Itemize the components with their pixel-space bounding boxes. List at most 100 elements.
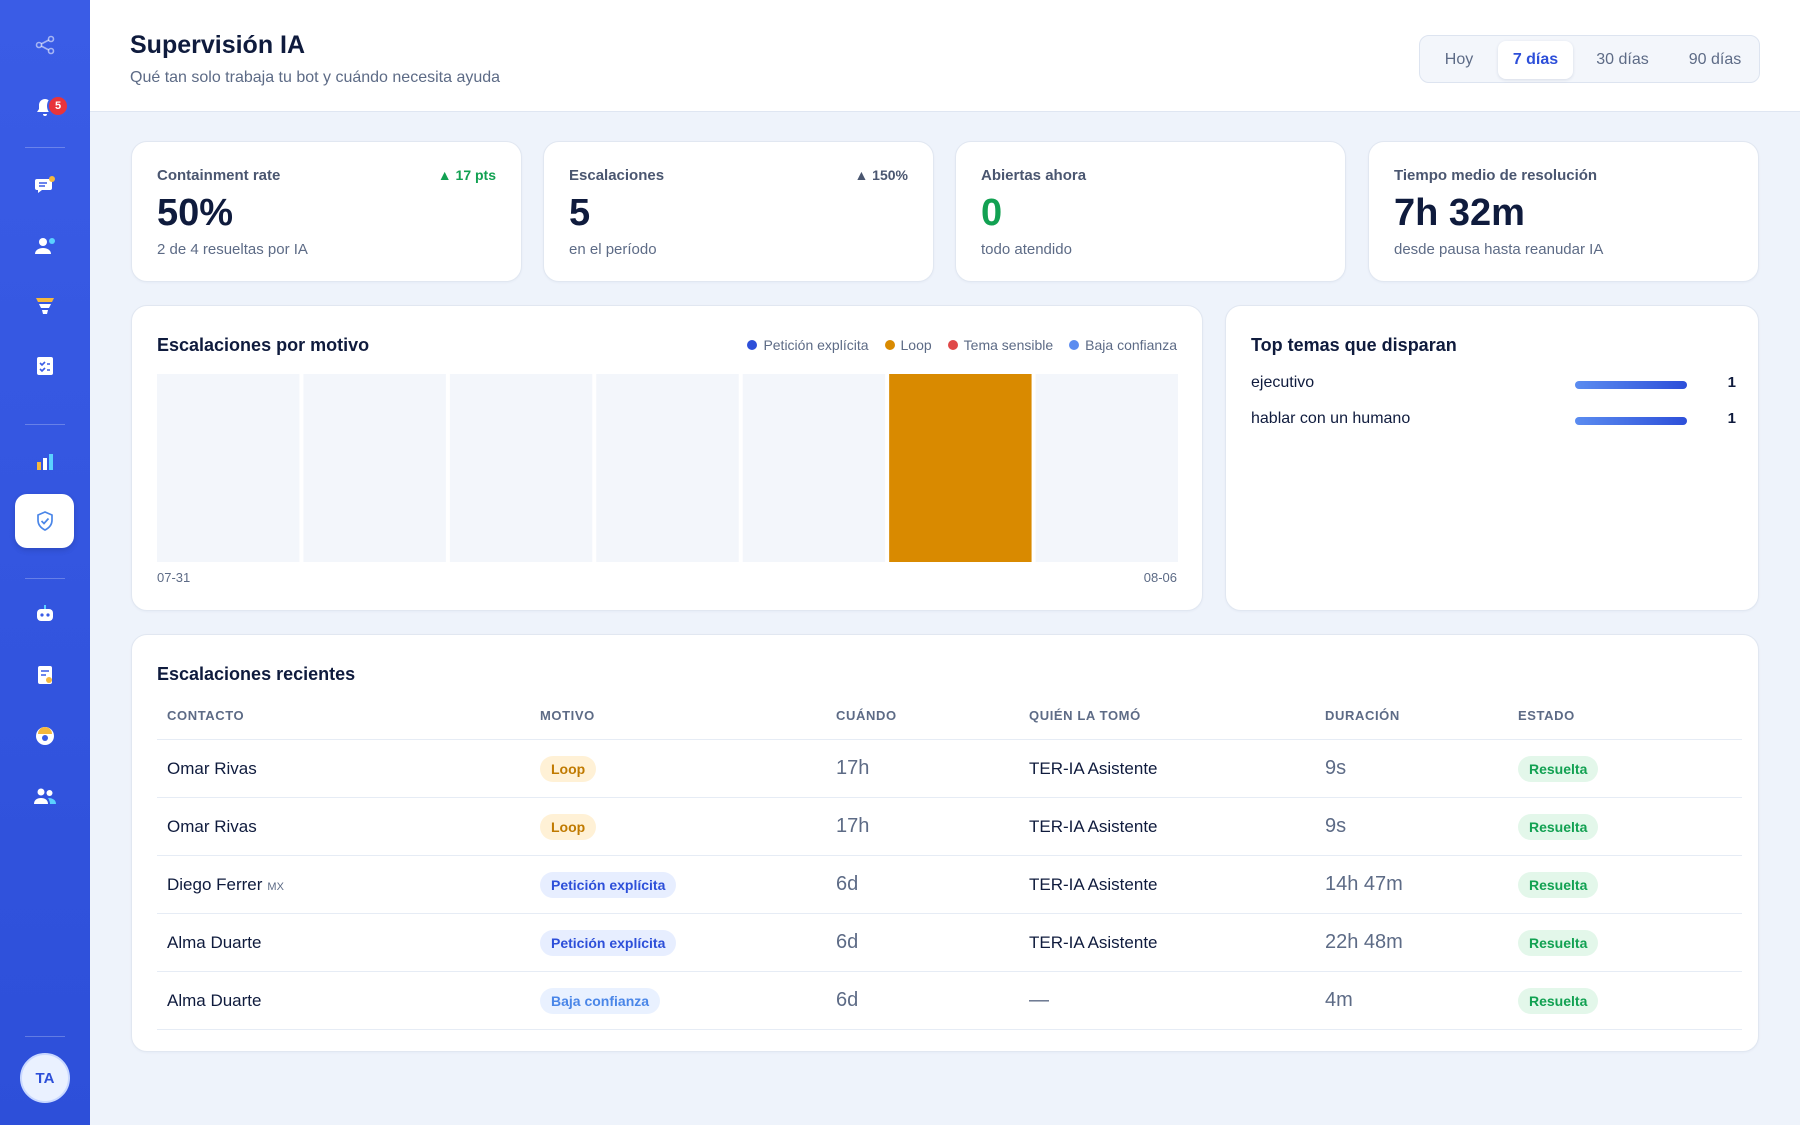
escalations-by-reason-card: Escalaciones por motivo Petición explíci…: [131, 305, 1203, 611]
column-header-estado[interactable]: ESTADO: [1518, 708, 1575, 723]
sidebar-item-tasks[interactable]: [15, 339, 74, 393]
page-header: Supervisión IA Qué tan solo trabaja tu b…: [90, 0, 1800, 112]
table-row[interactable]: Alma Duarte Baja confianza 6d — 4m Resue…: [157, 972, 1742, 1030]
table-title: Escalaciones recientes: [157, 664, 356, 684]
column-header-quien[interactable]: QUIÉN LA TOMÓ: [1029, 708, 1141, 723]
column-header-cuando[interactable]: CUÁNDO: [836, 708, 897, 723]
status-badge: Resuelta: [1518, 929, 1599, 956]
sidebar-item-chats[interactable]: [15, 159, 74, 213]
bar-chart-icon: [36, 454, 53, 470]
bar-background-08-06: [1035, 374, 1178, 562]
topic-count: 1: [1727, 410, 1736, 427]
kpi-subtext: todo atendido: [981, 241, 1072, 258]
status-cell: Resuelta: [1518, 856, 1599, 913]
kpi-card-escalations: Escalaciones ▲ 150% 5 en el período: [543, 141, 934, 282]
shield-check-icon: [36, 511, 53, 531]
legend-label: Tema sensible: [963, 337, 1054, 353]
legend-item-baja-confianza: Baja confianza: [1069, 337, 1177, 353]
bar-08-05-loop[interactable]: [889, 374, 1032, 562]
table-row[interactable]: Alma Duarte Petición explícita 6d TER-IA…: [157, 914, 1742, 972]
bar-background-08-02: [449, 374, 593, 562]
status-badge: Resuelta: [1518, 871, 1599, 898]
duration-cell: 14h 47m: [1325, 873, 1403, 895]
table-row[interactable]: Diego Ferrer MX Petición explícita 6d TER…: [157, 856, 1742, 914]
kpi-value: 5: [569, 192, 591, 234]
contact-cell: Omar Rivas: [167, 740, 257, 797]
sidebar-item-bots[interactable]: [15, 587, 74, 641]
kpi-value: 0: [981, 192, 1003, 234]
kpi-label: Abiertas ahora: [981, 167, 1087, 184]
legend-dot: [884, 340, 895, 350]
legend-item-loop: Loop: [884, 337, 932, 353]
duration-cell: 9s: [1325, 815, 1347, 837]
topic-count: 1: [1727, 374, 1736, 391]
sidebar-item-agents[interactable]: [15, 709, 74, 763]
table-header-divider: [157, 739, 1742, 740]
contact-cell: Alma Duarte: [167, 972, 261, 1029]
sidebar-item-team[interactable]: [15, 769, 74, 823]
duration-cell: 9s: [1325, 757, 1347, 779]
contact-cell: Diego Ferrer MX: [167, 856, 284, 913]
bar-background-08-03: [596, 374, 739, 562]
reason-badge: Petición explícita: [540, 929, 677, 956]
sidebar-item-templates[interactable]: [15, 648, 74, 702]
legend-item-tema-sensible: Tema sensible: [947, 337, 1054, 353]
tab-30-dias[interactable]: 30 días: [1596, 51, 1649, 68]
reason-badge: Loop: [540, 813, 597, 840]
legend-label: Loop: [900, 337, 932, 353]
table-row[interactable]: Omar Rivas Loop 17h TER-IA Asistente 9s …: [157, 798, 1742, 856]
when-cell: 17h: [836, 815, 870, 837]
legend-dot: [747, 340, 758, 350]
when-cell: 6d: [836, 873, 859, 895]
kpi-subtext: desde pausa hasta reanudar IA: [1394, 241, 1604, 258]
sidebar-item-analytics[interactable]: [15, 435, 74, 489]
sidebar-item-funnel[interactable]: [15, 279, 74, 333]
status-cell: Resuelta: [1518, 914, 1599, 971]
sidebar-item-contacts[interactable]: [15, 219, 74, 273]
funnel-icon: [35, 298, 54, 314]
status-badge: Resuelta: [1518, 987, 1599, 1014]
checklist-icon: [36, 357, 53, 375]
column-header-contacto[interactable]: CONTACTO: [167, 708, 245, 723]
status-cell: Resuelta: [1518, 972, 1599, 1029]
page-title: Supervisión IA: [130, 31, 306, 59]
country-code: MX: [267, 880, 284, 893]
legend-item-peticion-explicita: Petición explícita: [747, 337, 869, 353]
sidebar-divider: [25, 147, 65, 148]
tab-7-dias[interactable]: 7 días: [1498, 41, 1573, 79]
tab-90-dias[interactable]: 90 días: [1688, 51, 1742, 68]
sidebar-item-share[interactable]: [15, 18, 74, 72]
kpi-label: Escalaciones: [569, 167, 665, 184]
user-settings-icon: [34, 238, 55, 254]
avatar[interactable]: TA: [20, 1053, 70, 1103]
column-header-motivo[interactable]: MOTIVO: [540, 708, 595, 723]
kpi-value: 50%: [157, 192, 234, 234]
table-row[interactable]: Omar Rivas Loop 17h TER-IA Asistente 9s …: [157, 740, 1742, 798]
column-header-duracion[interactable]: DURACIÓN: [1325, 708, 1400, 723]
when-cell: 6d: [836, 989, 859, 1011]
contact-name: Alma Duarte: [167, 990, 262, 1010]
kpi-label: Containment rate: [157, 167, 281, 184]
x-tick-start: 07-31: [157, 570, 191, 585]
kpi-subtext: en el período: [569, 241, 657, 258]
reason-cell: Baja confianza: [540, 972, 661, 1029]
kpi-delta: ▲ 17 pts: [437, 167, 496, 183]
topic-bar-fill: [1575, 417, 1687, 425]
sidebar-divider: [25, 424, 65, 425]
kpi-value: 7h 32m: [1394, 192, 1525, 234]
taken-by-cell: TER-IA Asistente: [1029, 816, 1158, 836]
sidebar-divider: [25, 578, 65, 579]
contact-name: Alma Duarte: [167, 932, 262, 952]
x-tick-end: 08-06: [1143, 570, 1177, 585]
chart-legend: Petición explícita Loop Tema sensible Ba…: [747, 337, 1177, 353]
topic-row: ejecutivo 1: [1251, 374, 1736, 396]
reason-cell: Loop: [540, 798, 597, 855]
sidebar-item-ai-supervision[interactable]: [15, 494, 74, 548]
team-icon: [33, 788, 56, 804]
tab-hoy[interactable]: Hoy: [1444, 51, 1474, 68]
sidebar-item-notifications[interactable]: 5: [15, 81, 74, 135]
contact-cell: Omar Rivas: [167, 798, 257, 855]
legend-dot: [1069, 340, 1080, 350]
status-cell: Resuelta: [1518, 798, 1599, 855]
taken-by-cell: TER-IA Asistente: [1029, 874, 1158, 894]
